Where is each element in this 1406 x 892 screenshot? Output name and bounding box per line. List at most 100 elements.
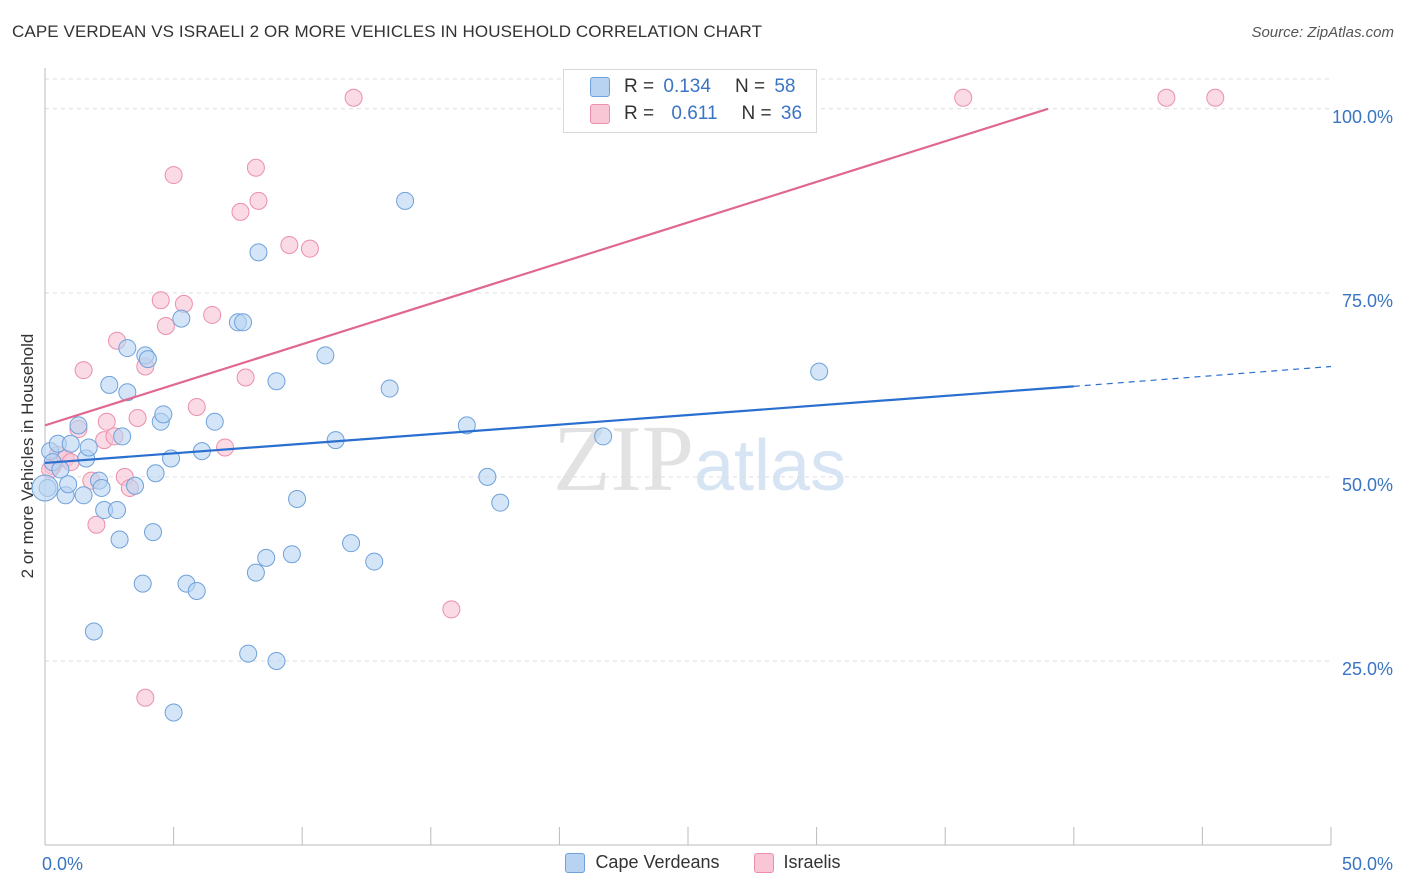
- israelis-point: [97, 412, 116, 431]
- israelis-point: [74, 361, 93, 380]
- israelis-point: [174, 294, 193, 313]
- cape-verdeans-point: [342, 534, 361, 553]
- trend-lines: [44, 107, 1332, 465]
- cape-verdeans-point: [234, 313, 253, 332]
- israelis-point: [187, 397, 206, 416]
- israelis-point: [128, 409, 147, 428]
- israelis-point: [203, 305, 222, 324]
- y-tick-label: 50.0%: [1342, 475, 1393, 495]
- israelis-points: [41, 88, 1225, 707]
- israelis-point: [231, 202, 250, 221]
- legend-r-value: 0.134: [663, 76, 711, 97]
- cape-verdeans-point: [164, 703, 183, 722]
- y-tick-label: 75.0%: [1342, 291, 1393, 311]
- israelis-point: [249, 191, 268, 210]
- legend-row-israelis: R = 0.611 N = 36: [590, 101, 802, 127]
- cape-verdeans-point: [267, 372, 286, 391]
- cape-verdeans-point: [239, 644, 258, 663]
- cape-verdeans-point: [396, 191, 415, 210]
- y-tick-label: 25.0%: [1342, 659, 1393, 679]
- x-tick-label: 50.0%: [1342, 854, 1393, 874]
- legend-swatch-blue: [565, 852, 586, 873]
- israelis-point: [216, 438, 235, 457]
- cape-verdeans-point: [61, 434, 80, 453]
- cape-verdeans-point: [108, 501, 127, 520]
- legend-r-value: 0.611: [671, 103, 718, 124]
- legend-n-value: 58: [774, 76, 796, 97]
- cape-verdeans-point: [205, 412, 224, 431]
- cape-verdeans-point: [59, 475, 78, 494]
- cape-verdeans-point: [154, 405, 173, 424]
- chart-title: CAPE VERDEAN VS ISRAELI 2 OR MORE VEHICL…: [12, 22, 763, 41]
- cape-verdeans-trend-line: [44, 385, 1074, 465]
- legend-swatch-pink: [590, 104, 610, 124]
- cape-verdeans-point: [491, 493, 510, 512]
- israelis-point: [1157, 88, 1176, 107]
- gridlines: [45, 78, 1331, 662]
- israelis-point: [1206, 88, 1225, 107]
- cape-verdeans-point: [365, 552, 384, 571]
- cape-verdeans-point: [118, 383, 137, 402]
- cape-verdeans-point: [316, 346, 335, 365]
- tick-labels: 25.0% 50.0% 75.0% 100.0% 0.0% 50.0%: [42, 107, 1393, 874]
- cape-verdeans-points: [31, 191, 829, 722]
- cape-verdeans-point: [172, 309, 191, 328]
- israelis-point: [164, 166, 183, 185]
- cape-verdeans-point: [249, 243, 268, 262]
- x-tick-label: 0.0%: [42, 854, 83, 874]
- cape-verdeans-point: [257, 548, 276, 567]
- israelis-trend-line: [44, 107, 1049, 427]
- series-legend: Cape Verdeans Israelis: [0, 852, 1406, 873]
- cape-verdeans-point: [288, 489, 307, 508]
- israelis-point: [136, 688, 155, 707]
- cape-verdeans-point: [594, 427, 613, 446]
- legend-r-label: R =: [624, 103, 655, 124]
- israelis-point: [344, 88, 363, 107]
- correlation-legend: R = 0.134 N = 58 R = 0.611 N = 36: [563, 69, 817, 133]
- israelis-point: [246, 158, 265, 177]
- legend-label-israelis: Israelis: [783, 852, 841, 872]
- legend-label-cape-verdeans: Cape Verdeans: [595, 852, 720, 872]
- source-credit: Source: ZipAtlas.com: [1251, 24, 1394, 41]
- legend-n-value: 36: [780, 103, 803, 124]
- israelis-point: [151, 291, 170, 310]
- cape-verdeans-point: [187, 582, 206, 601]
- israelis-point: [300, 239, 319, 258]
- cape-verdeans-point: [457, 416, 476, 435]
- legend-n-label: N =: [741, 103, 772, 124]
- israelis-point: [442, 600, 461, 619]
- cape-verdeans-point: [84, 622, 103, 641]
- israelis-point: [156, 316, 175, 335]
- cape-verdeans-point: [138, 350, 157, 369]
- legend-swatch-blue: [590, 77, 610, 97]
- cape-verdeans-point: [246, 563, 265, 582]
- legend-r-label: R =: [624, 76, 655, 97]
- legend-item-cape-verdeans[interactable]: Cape Verdeans: [565, 852, 720, 873]
- cape-verdeans-point: [113, 427, 132, 446]
- cape-verdeans-point: [282, 545, 301, 564]
- israelis-point: [280, 236, 299, 255]
- cape-verdeans-point: [380, 379, 399, 398]
- zipatlas-watermark: ZIPatlas: [553, 405, 846, 513]
- cape-verdeans-point: [478, 467, 497, 486]
- cape-verdeans-point: [74, 486, 93, 505]
- cape-verdeans-point: [92, 478, 111, 497]
- legend-swatch-pink: [753, 852, 774, 873]
- cape-verdeans-point: [100, 375, 119, 394]
- cape-verdeans-point: [144, 523, 163, 542]
- cape-verdeans-point: [267, 651, 286, 670]
- cape-verdeans-point: [133, 574, 152, 593]
- legend-n-label: N =: [734, 76, 766, 97]
- axes: [44, 68, 1332, 846]
- cape-verdeans-point: [146, 464, 165, 483]
- y-tick-label: 100.0%: [1332, 107, 1393, 127]
- israelis-point: [954, 88, 973, 107]
- cape-verdeans-point: [31, 474, 59, 502]
- israelis-point: [236, 368, 255, 387]
- cape-verdeans-point: [810, 362, 829, 381]
- watermark-atlas: atlas: [694, 426, 847, 506]
- legend-item-israelis[interactable]: Israelis: [753, 852, 841, 873]
- cape-verdeans-point: [110, 530, 129, 549]
- cape-verdeans-point: [118, 339, 137, 358]
